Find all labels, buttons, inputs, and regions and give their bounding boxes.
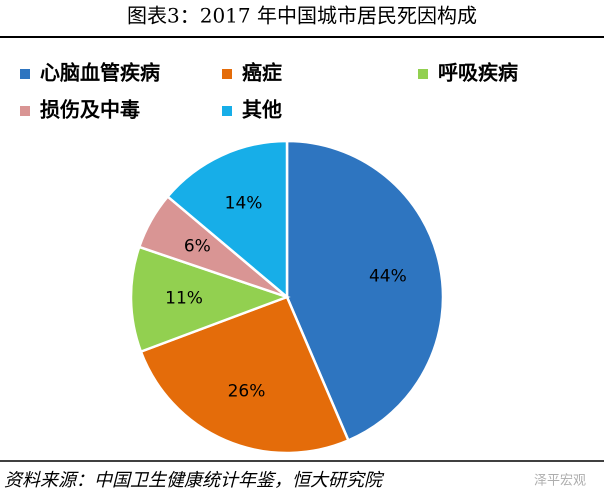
legend-label: 心脑血管疾病 bbox=[40, 61, 160, 85]
watermark: 泽平宏观 bbox=[534, 474, 586, 489]
data-label: 26% bbox=[228, 382, 266, 402]
data-label: 14% bbox=[225, 194, 263, 214]
data-label: 44% bbox=[369, 266, 407, 286]
data-label: 11% bbox=[165, 289, 203, 309]
pie-slice bbox=[285, 139, 445, 443]
chart-title: 图表3：2017 年中国城市居民死因构成 bbox=[127, 4, 477, 28]
legend-label: 癌症 bbox=[242, 61, 282, 85]
pie-slice bbox=[129, 245, 291, 354]
pie-slice bbox=[139, 295, 351, 455]
source-note: 资料来源：中国卫生健康统计年鉴，恒大研究院 bbox=[4, 470, 385, 491]
legend-swatch bbox=[222, 69, 232, 79]
pie-slice bbox=[165, 139, 289, 300]
data-label: 6% bbox=[184, 236, 211, 256]
legend-swatch bbox=[20, 106, 30, 116]
legend-swatch bbox=[222, 106, 232, 116]
legend-label: 损伤及中毒 bbox=[40, 98, 140, 122]
legend-swatch bbox=[418, 69, 428, 79]
legend-swatch bbox=[20, 69, 30, 79]
legend-label: 其他 bbox=[242, 98, 282, 122]
legend-label: 呼吸疾病 bbox=[438, 61, 518, 85]
